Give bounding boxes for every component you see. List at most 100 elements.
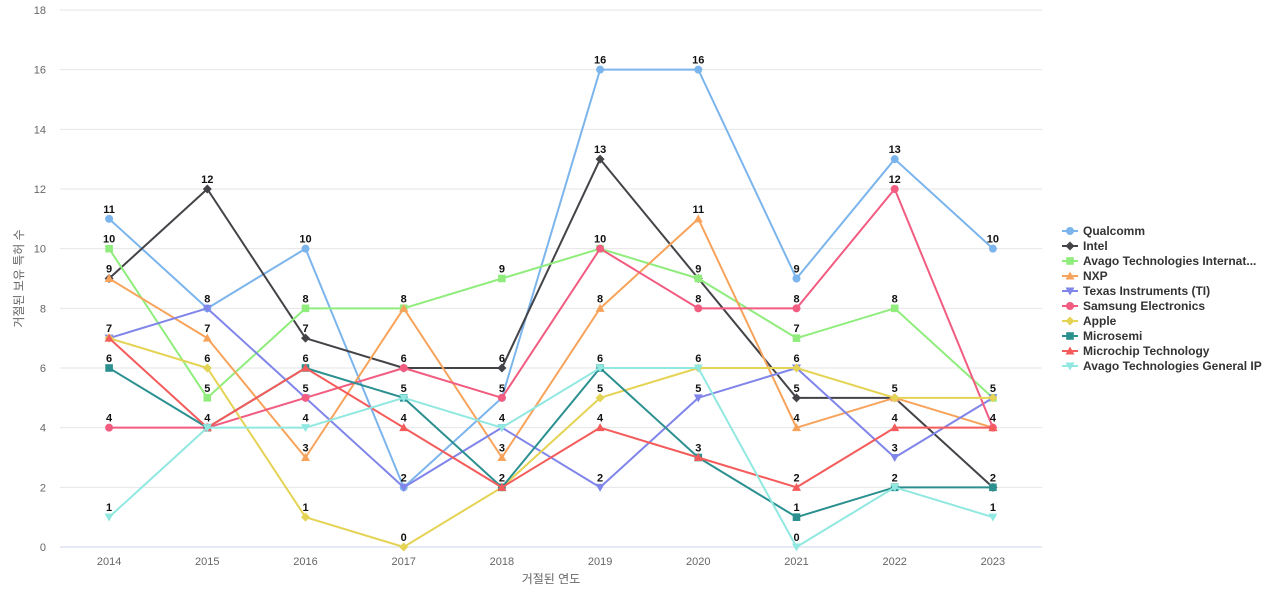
- data-point: [792, 482, 801, 491]
- x-tick-label: 2020: [686, 556, 710, 568]
- data-label: 9: [793, 264, 799, 276]
- data-point: [595, 393, 605, 403]
- data-label: 4: [302, 413, 309, 425]
- data-label: 9: [499, 264, 505, 276]
- data-label: 5: [695, 383, 701, 395]
- data-point: [792, 363, 801, 373]
- legend-label: Microsemi: [1083, 329, 1142, 343]
- data-point: [301, 333, 310, 343]
- data-label: 16: [692, 55, 704, 67]
- data-label: 4: [597, 413, 604, 425]
- data-point: [989, 483, 997, 492]
- data-label: 10: [987, 234, 999, 246]
- data-point: [399, 364, 408, 372]
- data-label: 5: [204, 383, 210, 395]
- data-point: [301, 393, 310, 402]
- data-label: 4: [793, 413, 800, 425]
- legend-symbol: [1065, 271, 1075, 280]
- data-point: [890, 423, 900, 432]
- data-point: [988, 513, 998, 522]
- data-label: 8: [892, 293, 898, 305]
- legend-label: Intel: [1083, 239, 1108, 253]
- legend-item[interactable]: NXP: [1062, 269, 1108, 283]
- data-point: [202, 304, 212, 313]
- data-label: 0: [793, 532, 799, 544]
- data-point: [694, 274, 703, 283]
- legend-label: Samsung Electronics: [1083, 299, 1205, 313]
- data-label: 4: [892, 413, 899, 425]
- data-point: [792, 274, 801, 283]
- legend-item[interactable]: Microsemi: [1062, 329, 1142, 343]
- data-label: 6: [204, 353, 210, 365]
- data-label: 0: [401, 532, 407, 544]
- legend-item[interactable]: Samsung Electronics: [1062, 299, 1205, 313]
- data-point: [497, 453, 507, 461]
- data-label: 9: [695, 264, 701, 276]
- data-point: [792, 334, 801, 342]
- data-label: 7: [106, 323, 112, 335]
- legend-symbol: [1065, 362, 1075, 371]
- data-label: 6: [695, 353, 701, 365]
- y-tick-label: 6: [40, 363, 46, 375]
- data-point: [104, 333, 114, 342]
- legend-symbol: [1066, 302, 1074, 310]
- legend-item[interactable]: Avago Technologies General IP: [1062, 359, 1262, 373]
- data-point: [203, 394, 212, 402]
- data-label: 3: [892, 443, 898, 455]
- data-point: [301, 424, 310, 433]
- data-point: [596, 65, 605, 74]
- legend-item[interactable]: Apple: [1062, 314, 1117, 328]
- legend-symbol: [1065, 346, 1075, 355]
- data-label: 3: [499, 443, 505, 455]
- data-point: [595, 154, 605, 164]
- legend-item[interactable]: Avago Technologies Internat...: [1062, 254, 1256, 268]
- data-label: 5: [892, 383, 898, 395]
- data-point: [301, 453, 310, 461]
- series-group: [104, 65, 998, 552]
- x-tick-label: 2019: [588, 556, 612, 568]
- data-label: 10: [594, 234, 606, 246]
- series-line: [108, 337, 993, 489]
- data-point: [595, 483, 605, 492]
- legend-item[interactable]: Intel: [1062, 239, 1108, 253]
- data-label: 2: [892, 472, 898, 484]
- data-label: 5: [793, 383, 799, 395]
- data-label: 5: [302, 383, 308, 395]
- data-point: [498, 274, 506, 283]
- x-tick-label: 2017: [391, 556, 415, 568]
- x-axis-ticks: 2014 2015 2016 2017 2018 2019 2020 2021 2022 2023: [97, 556, 1005, 568]
- data-label: 6: [793, 353, 799, 365]
- data-label: 2: [990, 472, 996, 484]
- legend-label: Qualcomm: [1083, 224, 1145, 238]
- data-label: 12: [889, 174, 901, 186]
- legend-symbol: [1066, 227, 1074, 235]
- data-point: [301, 512, 310, 522]
- data-point: [399, 394, 409, 403]
- legend-label: Texas Instruments (TI): [1083, 284, 1210, 298]
- series-6: [104, 333, 998, 552]
- x-tick-label: 2014: [97, 556, 121, 568]
- data-point: [890, 393, 900, 403]
- legend-symbol: [1066, 332, 1074, 340]
- data-label: 8: [695, 293, 701, 305]
- data-label: 8: [401, 293, 407, 305]
- data-point: [595, 364, 605, 373]
- data-label: 6: [401, 353, 407, 365]
- data-point: [497, 482, 507, 491]
- legend-label: Avago Technologies General IP: [1083, 359, 1262, 373]
- data-point: [105, 214, 114, 223]
- legend-symbol: [1066, 257, 1074, 265]
- data-point: [105, 364, 113, 372]
- legend-item[interactable]: Qualcomm: [1062, 224, 1145, 238]
- data-point: [694, 65, 703, 74]
- data-point: [890, 155, 899, 164]
- legend-item[interactable]: Texas Instruments (TI): [1062, 284, 1210, 298]
- series-8: [104, 333, 998, 491]
- legend-label: Microchip Technology: [1083, 344, 1210, 358]
- data-label: 1: [990, 502, 996, 514]
- data-label: 4: [401, 413, 408, 425]
- legend-item[interactable]: Microchip Technology: [1062, 344, 1210, 358]
- data-label: 6: [597, 353, 603, 365]
